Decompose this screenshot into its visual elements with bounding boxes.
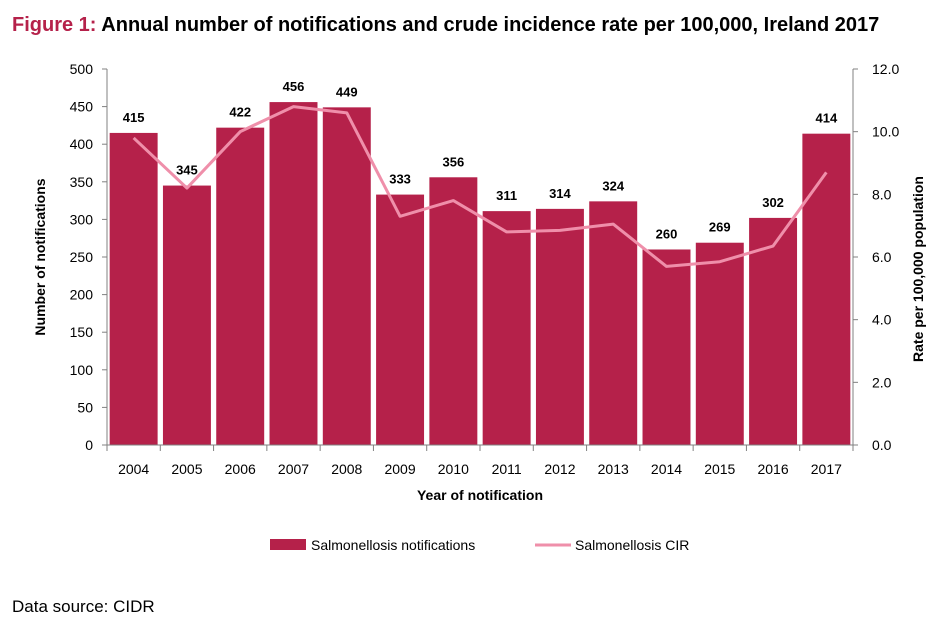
y-tick-label-right: 2.0 — [872, 374, 892, 390]
bar-2011 — [482, 211, 531, 445]
bar-label-2015: 269 — [709, 220, 731, 235]
y-tick-label-left: 350 — [70, 174, 94, 190]
bar-label-2007: 456 — [283, 79, 305, 94]
y-tick-label-left: 500 — [70, 61, 94, 77]
figure-title-text: Annual number of notifications and crude… — [101, 14, 880, 36]
bar-2014 — [642, 249, 691, 445]
x-tick-label-2008: 2008 — [331, 461, 362, 477]
bar-label-2016: 302 — [762, 195, 784, 210]
bar-label-2011: 311 — [496, 188, 517, 203]
y-tick-label-left: 450 — [70, 99, 94, 115]
cir-line — [132, 105, 828, 268]
x-axis-title: Year of notification — [417, 487, 543, 503]
bar-label-2017: 414 — [816, 111, 838, 126]
bar-2016 — [749, 217, 798, 445]
x-tick-label-2015: 2015 — [704, 461, 735, 477]
bar-2012 — [535, 208, 584, 445]
legend-bar-label: Salmonellosis notifications — [311, 537, 475, 553]
bar-2004 — [109, 132, 158, 446]
y-tick-label-right: 8.0 — [872, 186, 892, 202]
x-tick-label-2006: 2006 — [225, 461, 256, 477]
y-tick-label-left: 250 — [70, 249, 94, 265]
x-tick-label-2004: 2004 — [118, 461, 149, 477]
y-tick-label-right: 0.0 — [872, 437, 892, 453]
y-axis-title-right: Rate per 100,000 population — [910, 176, 926, 362]
bar-2009 — [376, 194, 425, 445]
y-tick-label-left: 50 — [77, 399, 93, 415]
bar-label-2014: 260 — [656, 226, 678, 241]
bar-2008 — [322, 107, 371, 446]
bar-2007 — [269, 102, 318, 445]
y-tick-label-right: 12.0 — [872, 61, 899, 77]
x-tick-label-2010: 2010 — [438, 461, 469, 477]
bar-label-2013: 324 — [602, 178, 624, 193]
x-tick-label-2007: 2007 — [278, 461, 309, 477]
y-tick-label-left: 200 — [70, 287, 94, 303]
legend-line-label: Salmonellosis CIR — [575, 537, 689, 553]
bar-label-2008: 449 — [336, 84, 358, 99]
x-tick-label-2014: 2014 — [651, 461, 682, 477]
x-tick-label-2017: 2017 — [811, 461, 842, 477]
x-tick-label-2013: 2013 — [598, 461, 629, 477]
y-tick-label-left: 300 — [70, 211, 94, 227]
bar-2006 — [216, 127, 265, 445]
data-source: Data source: CIDR — [12, 597, 155, 616]
y-tick-label-right: 6.0 — [872, 249, 892, 265]
bar-label-2012: 314 — [549, 186, 571, 201]
y-tick-label-left: 150 — [70, 324, 94, 340]
bar-2013 — [589, 201, 638, 445]
x-tick-label-2016: 2016 — [757, 461, 788, 477]
x-tick-label-2009: 2009 — [384, 461, 415, 477]
bar-label-2010: 356 — [443, 154, 465, 169]
bar-2015 — [695, 242, 744, 445]
bar-label-2006: 422 — [229, 105, 251, 120]
bar-2005 — [162, 185, 211, 445]
legend-bar-swatch — [270, 539, 306, 550]
bar-label-2005: 345 — [176, 163, 198, 178]
bar-label-2004: 415 — [123, 110, 145, 125]
y-tick-label-right: 4.0 — [872, 312, 892, 328]
x-tick-label-2005: 2005 — [171, 461, 202, 477]
figure-label: Figure 1: — [12, 14, 97, 36]
y-tick-label-left: 400 — [70, 136, 94, 152]
y-tick-label-left: 0 — [85, 437, 93, 453]
y-axis-title-left: Number of notifications — [32, 178, 48, 335]
chart-title: Figure 1: Annual number of notifications… — [12, 14, 879, 37]
bar-2010 — [429, 177, 478, 445]
x-tick-label-2012: 2012 — [544, 461, 575, 477]
y-tick-label-left: 100 — [70, 362, 94, 378]
x-tick-label-2011: 2011 — [492, 461, 522, 477]
y-tick-label-right: 10.0 — [872, 124, 899, 140]
bar-2017 — [802, 133, 851, 445]
bar-label-2009: 333 — [389, 172, 411, 187]
